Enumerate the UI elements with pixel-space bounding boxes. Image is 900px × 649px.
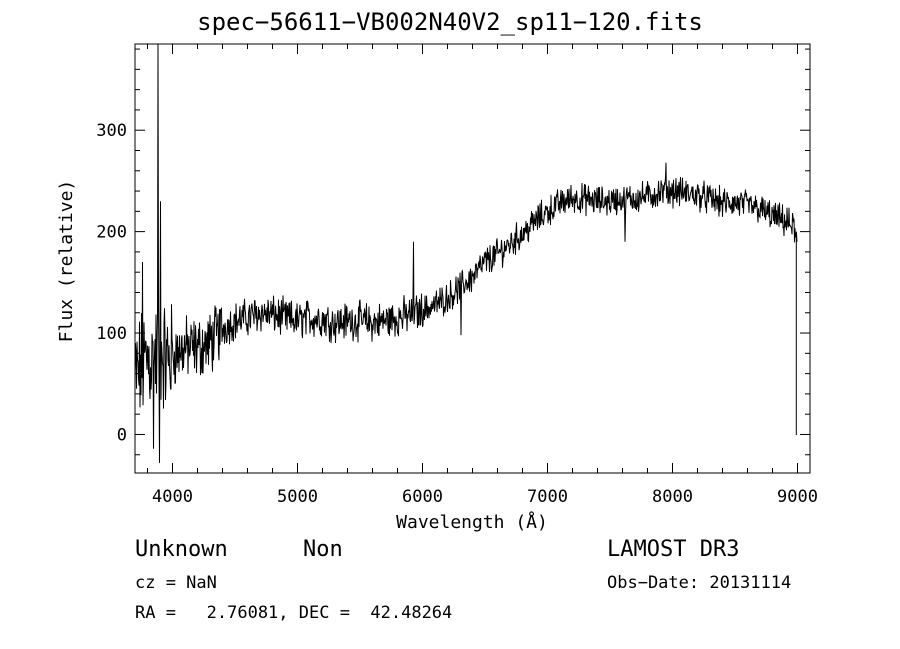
survey-name: LAMOST DR3	[607, 537, 740, 562]
observation-date: Obs−Date: 20131114	[607, 573, 792, 593]
x-axis-label: Wavelength (Å)	[396, 511, 548, 533]
object-class: Unknown	[135, 537, 228, 562]
x-tick-label: 6000	[402, 487, 443, 507]
plot-frame	[134, 43, 811, 474]
y-tick-label: 100	[96, 324, 127, 344]
x-tick-label: 8000	[652, 487, 693, 507]
redshift-cz: cz = NaN	[135, 573, 217, 593]
x-tick-label: 7000	[527, 487, 568, 507]
y-tick-label: 0	[117, 425, 127, 445]
spectrum-line	[134, 43, 798, 463]
x-tick-label: 5000	[277, 487, 318, 507]
x-tick-label: 4000	[152, 487, 193, 507]
axis-ticks	[135, 44, 810, 473]
ra-dec-coordinates: RA = 2.76081, DEC = 42.48264	[135, 603, 453, 623]
object-subclass: Non	[303, 537, 343, 562]
y-axis-label: Flux (relative)	[56, 180, 77, 343]
x-tick-label: 9000	[777, 487, 818, 507]
axis-tick-labels: 4000 5000 6000 7000 8000 9000 0 100 200 300	[96, 121, 818, 507]
y-tick-label: 200	[96, 223, 127, 243]
chart-title: spec−56611−VB002N40V2_sp11−120.fits	[197, 8, 703, 36]
y-tick-label: 300	[96, 121, 127, 141]
